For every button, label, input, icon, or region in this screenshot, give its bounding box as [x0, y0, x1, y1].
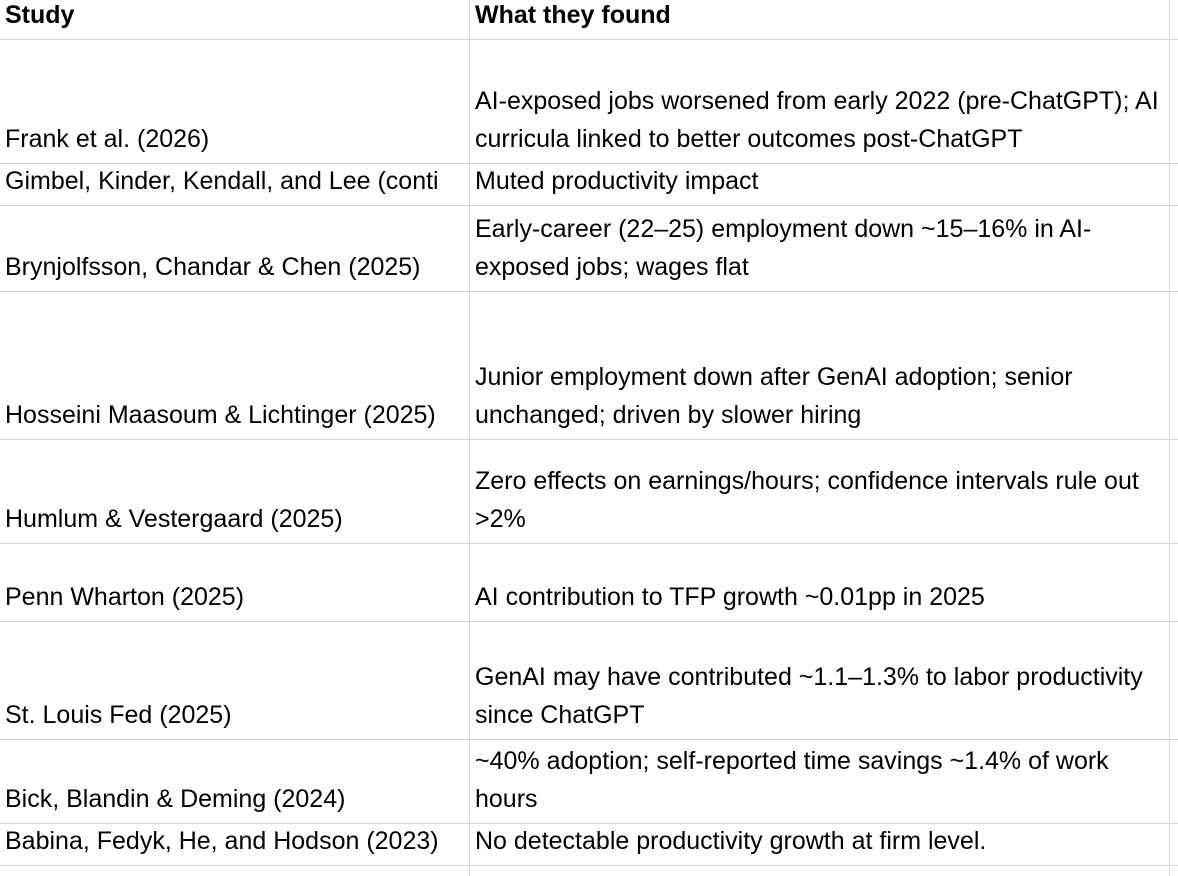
study-cell[interactable]: Babina, Fedyk, He, and Hodson (2023)	[0, 824, 470, 866]
study-text: Penn Wharton (2025)	[5, 583, 245, 611]
empty-cell[interactable]	[1170, 824, 1178, 866]
empty-cell[interactable]	[1170, 206, 1178, 292]
empty-cell[interactable]	[1170, 440, 1178, 544]
finding-text: Early-career (22–25) employment down ~15…	[475, 215, 1092, 281]
finding-cell[interactable]: Muted productivity impact	[470, 164, 1170, 206]
empty-cell[interactable]	[1170, 292, 1178, 440]
finding-text: AI contribution to TFP growth ~0.01pp in…	[475, 583, 985, 611]
study-text: Hosseini Maasoum & Lichtinger (2025)	[5, 401, 436, 429]
header-cell-study[interactable]: Study	[0, 0, 470, 40]
study-cell[interactable]: Gimbel, Kinder, Kendall, and Lee (conti	[0, 164, 470, 206]
finding-cell[interactable]: ~40% adoption; self-reported time saving…	[470, 740, 1170, 824]
finding-text: GenAI may have contributed ~1.1–1.3% to …	[475, 663, 1143, 729]
empty-cell[interactable]	[1170, 622, 1178, 740]
study-text: Gimbel, Kinder, Kendall, and Lee (conti	[5, 167, 439, 195]
empty-cell[interactable]	[0, 866, 470, 876]
finding-cell[interactable]: Junior employment down after GenAI adopt…	[470, 292, 1170, 440]
finding-cell[interactable]: Zero effects on earnings/hours; confiden…	[470, 440, 1170, 544]
study-text: Humlum & Vestergaard (2025)	[5, 505, 343, 533]
study-cell[interactable]: Bick, Blandin & Deming (2024)	[0, 740, 470, 824]
finding-cell[interactable]: AI contribution to TFP growth ~0.01pp in…	[470, 544, 1170, 622]
finding-text: Zero effects on earnings/hours; confiden…	[475, 467, 1139, 533]
finding-text: No detectable productivity growth at fir…	[475, 827, 987, 855]
empty-cell[interactable]	[1170, 0, 1178, 40]
header-label: What they found	[475, 1, 671, 29]
study-text: Babina, Fedyk, He, and Hodson (2023)	[5, 827, 439, 855]
finding-text: Muted productivity impact	[475, 167, 759, 195]
study-cell[interactable]: Frank et al. (2026)	[0, 40, 470, 164]
study-text: Frank et al. (2026)	[5, 125, 210, 153]
header-cell-what-they-found[interactable]: What they found	[470, 0, 1170, 40]
study-cell[interactable]: Hosseini Maasoum & Lichtinger (2025)	[0, 292, 470, 440]
study-cell[interactable]: Humlum & Vestergaard (2025)	[0, 440, 470, 544]
finding-cell[interactable]: Early-career (22–25) employment down ~15…	[470, 206, 1170, 292]
empty-cell[interactable]	[1170, 866, 1178, 876]
finding-cell[interactable]: AI-exposed jobs worsened from early 2022…	[470, 40, 1170, 164]
study-cell[interactable]: Penn Wharton (2025)	[0, 544, 470, 622]
finding-text: AI-exposed jobs worsened from early 2022…	[475, 87, 1159, 153]
study-cell[interactable]: Brynjolfsson, Chandar & Chen (2025)	[0, 206, 470, 292]
empty-cell[interactable]	[1170, 740, 1178, 824]
finding-cell[interactable]: GenAI may have contributed ~1.1–1.3% to …	[470, 622, 1170, 740]
empty-cell[interactable]	[1170, 544, 1178, 622]
study-text: Bick, Blandin & Deming (2024)	[5, 785, 346, 813]
empty-cell[interactable]	[1170, 164, 1178, 206]
header-label: Study	[5, 1, 75, 29]
study-text: Brynjolfsson, Chandar & Chen (2025)	[5, 253, 421, 281]
finding-cell[interactable]: No detectable productivity growth at fir…	[470, 824, 1170, 866]
finding-text: ~40% adoption; self-reported time saving…	[475, 747, 1109, 813]
study-cell[interactable]: St. Louis Fed (2025)	[0, 622, 470, 740]
empty-cell[interactable]	[470, 866, 1170, 876]
study-text: St. Louis Fed (2025)	[5, 701, 232, 729]
finding-text: Junior employment down after GenAI adopt…	[475, 363, 1073, 429]
empty-cell[interactable]	[1170, 40, 1178, 164]
